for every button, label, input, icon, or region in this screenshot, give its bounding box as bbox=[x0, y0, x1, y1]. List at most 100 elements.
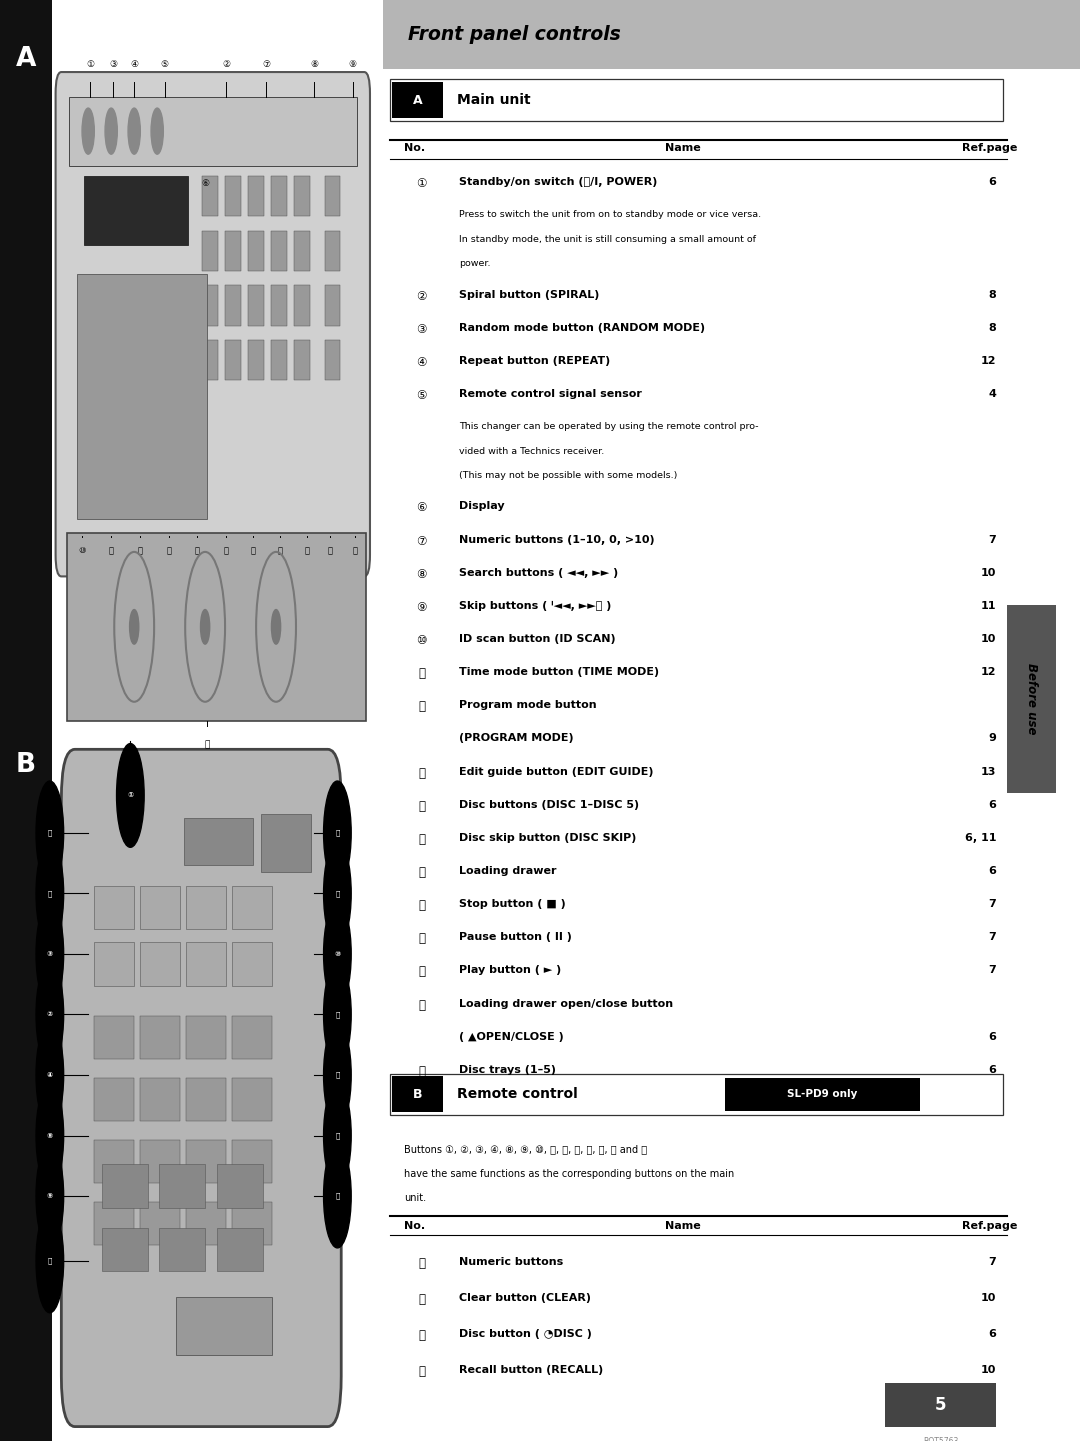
Bar bbox=[67, 533, 366, 720]
Text: ②: ② bbox=[46, 1012, 53, 1017]
Circle shape bbox=[271, 610, 281, 644]
Bar bbox=[271, 285, 287, 326]
Text: Pause button ( II ): Pause button ( II ) bbox=[459, 932, 571, 942]
Bar bbox=[325, 340, 340, 380]
Text: 6: 6 bbox=[988, 1032, 997, 1042]
Text: ⑳: ⑳ bbox=[352, 546, 357, 555]
Text: ⑨: ⑨ bbox=[349, 61, 356, 69]
Text: ㉔: ㉔ bbox=[418, 1329, 426, 1342]
Text: ④: ④ bbox=[46, 1072, 53, 1078]
Text: Front panel controls: Front panel controls bbox=[408, 24, 621, 45]
Text: ( ▲OPEN/CLOSE ): ( ▲OPEN/CLOSE ) bbox=[459, 1032, 564, 1042]
Bar bbox=[325, 231, 340, 271]
Circle shape bbox=[36, 1023, 64, 1127]
Bar bbox=[226, 176, 241, 216]
Text: ⑩: ⑩ bbox=[335, 951, 340, 957]
Text: 6: 6 bbox=[988, 800, 997, 810]
Text: 4: 4 bbox=[988, 389, 997, 399]
Text: Main unit: Main unit bbox=[457, 94, 530, 107]
Text: ⑩: ⑩ bbox=[79, 546, 86, 555]
Bar bbox=[77, 274, 207, 519]
Text: 10: 10 bbox=[981, 1365, 997, 1375]
Text: Display: Display bbox=[459, 501, 504, 512]
Text: Play button ( ► ): Play button ( ► ) bbox=[459, 965, 561, 976]
Text: Standby/on switch (ⓘ/I, POWER): Standby/on switch (ⓘ/I, POWER) bbox=[459, 177, 657, 187]
Bar bbox=[159, 1164, 205, 1208]
Text: 6, 11: 6, 11 bbox=[964, 833, 997, 843]
Circle shape bbox=[36, 842, 64, 945]
Bar bbox=[248, 176, 264, 216]
Bar bbox=[232, 886, 272, 929]
Bar bbox=[885, 1383, 997, 1427]
Bar bbox=[176, 1297, 272, 1355]
Circle shape bbox=[324, 842, 351, 945]
Text: ⑪: ⑪ bbox=[335, 1072, 339, 1078]
Text: ㉕: ㉕ bbox=[335, 1012, 339, 1017]
Text: ⑪: ⑪ bbox=[109, 546, 113, 555]
Text: Press to switch the unit from on to standby mode or vice versa.: Press to switch the unit from on to stan… bbox=[459, 210, 760, 219]
Text: A: A bbox=[16, 46, 37, 72]
Text: ⑰: ⑰ bbox=[48, 1258, 52, 1264]
Bar bbox=[159, 1228, 205, 1271]
Bar bbox=[232, 1202, 272, 1245]
Text: 5: 5 bbox=[935, 1396, 946, 1414]
Text: ⑩: ⑩ bbox=[417, 634, 427, 647]
Bar bbox=[140, 1016, 180, 1059]
Bar bbox=[140, 886, 180, 929]
Bar bbox=[295, 285, 310, 326]
Bar bbox=[186, 942, 226, 986]
Text: ㉑: ㉑ bbox=[418, 1065, 426, 1078]
Circle shape bbox=[324, 1144, 351, 1248]
Text: 11: 11 bbox=[981, 601, 997, 611]
Bar bbox=[217, 1228, 262, 1271]
Bar bbox=[94, 1078, 134, 1121]
Text: 10: 10 bbox=[981, 1293, 997, 1303]
Text: ⑬: ⑬ bbox=[418, 767, 426, 780]
Text: 8: 8 bbox=[988, 323, 997, 333]
Text: unit.: unit. bbox=[404, 1193, 427, 1203]
Text: ⑮: ⑮ bbox=[224, 546, 229, 555]
Text: Skip buttons ( ᑊ◄◄, ►►ᑋ ): Skip buttons ( ᑊ◄◄, ►►ᑋ ) bbox=[459, 601, 611, 611]
Text: SL-PD9 only: SL-PD9 only bbox=[787, 1089, 858, 1099]
Text: ⑬: ⑬ bbox=[166, 546, 172, 555]
Text: ⑦: ⑦ bbox=[417, 535, 427, 548]
Text: power.: power. bbox=[459, 259, 490, 268]
Text: 12: 12 bbox=[981, 667, 997, 677]
Bar bbox=[390, 79, 1003, 121]
Bar bbox=[84, 176, 188, 245]
Text: have the same functions as the corresponding buttons on the main: have the same functions as the correspon… bbox=[404, 1169, 734, 1179]
Bar bbox=[392, 1076, 443, 1112]
Text: ㉔: ㉔ bbox=[335, 891, 339, 896]
Bar bbox=[226, 285, 241, 326]
Text: Buttons ①, ②, ③, ④, ⑧, ⑨, ⑩, ⑪, ⑫, ⑮, ⑯, ⑱, ⑲ and ⑳: Buttons ①, ②, ③, ④, ⑧, ⑨, ⑩, ⑪, ⑫, ⑮, ⑯,… bbox=[404, 1144, 647, 1154]
Bar bbox=[295, 176, 310, 216]
Text: ⑲: ⑲ bbox=[327, 546, 333, 555]
Bar bbox=[248, 231, 264, 271]
Text: 7: 7 bbox=[988, 965, 997, 976]
Text: A: A bbox=[413, 94, 422, 107]
Text: 10: 10 bbox=[981, 568, 997, 578]
Bar bbox=[0, 0, 52, 1441]
Bar bbox=[202, 340, 218, 380]
Text: ⑤: ⑤ bbox=[417, 389, 427, 402]
Circle shape bbox=[324, 1084, 351, 1187]
Text: ㉓: ㉓ bbox=[418, 1293, 426, 1306]
Text: 7: 7 bbox=[988, 535, 997, 545]
Text: Remote control signal sensor: Remote control signal sensor bbox=[459, 389, 642, 399]
Bar bbox=[186, 886, 226, 929]
Text: ⑥: ⑥ bbox=[417, 501, 427, 514]
Bar bbox=[232, 942, 272, 986]
Text: No.: No. bbox=[404, 1221, 426, 1231]
Text: 12: 12 bbox=[981, 356, 997, 366]
Bar bbox=[325, 176, 340, 216]
Text: ⑧: ⑧ bbox=[46, 1133, 53, 1138]
Text: ⑫: ⑫ bbox=[137, 546, 143, 555]
Text: Disc buttons (DISC 1–DISC 5): Disc buttons (DISC 1–DISC 5) bbox=[459, 800, 638, 810]
Bar bbox=[102, 1228, 148, 1271]
Text: ⑫: ⑫ bbox=[48, 891, 52, 896]
Text: ⑯: ⑯ bbox=[251, 546, 256, 555]
Bar bbox=[1007, 605, 1055, 793]
Bar bbox=[260, 814, 311, 872]
Circle shape bbox=[36, 902, 64, 1006]
Text: ⑥: ⑥ bbox=[201, 179, 210, 187]
